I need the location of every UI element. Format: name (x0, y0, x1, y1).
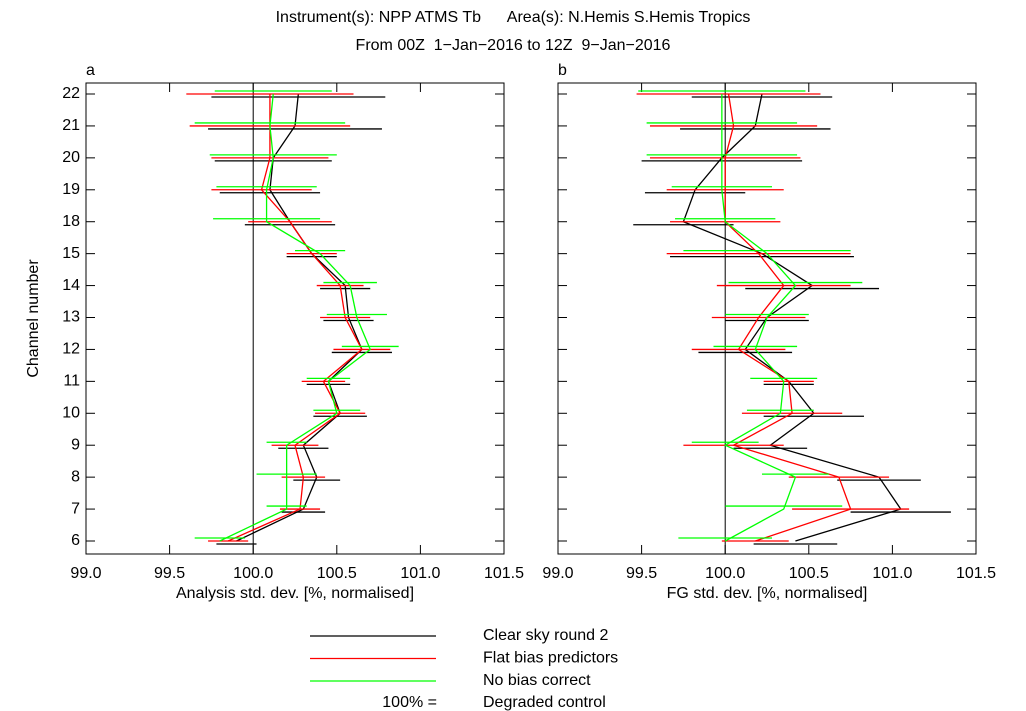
plot-frame (557, 82, 977, 555)
y-tick-label: 7 (71, 500, 80, 517)
panel-label: b (558, 62, 567, 79)
x-tick-label: 99.0 (70, 565, 101, 582)
y-tick-label: 21 (62, 117, 80, 134)
y-tick-label: 15 (62, 245, 80, 262)
x-tick-label: 99.5 (154, 565, 185, 582)
x-axis-label: Analysis std. dev. [%, normalised] (176, 585, 414, 602)
y-tick-label: 12 (62, 341, 80, 358)
y-tick-label: 11 (63, 373, 80, 390)
x-tick-label: 100.0 (705, 565, 745, 582)
x-tick-label: 101.0 (872, 565, 912, 582)
series-line (227, 94, 363, 542)
figure-title: Instrument(s): NPP ATMS Tb Area(s): N.He… (276, 9, 751, 26)
y-tick-label: 9 (71, 436, 80, 453)
legend-label: No bias correct (483, 672, 591, 689)
figure-subtitle: From 00Z 1−Jan−2016 to 12Z 9−Jan−2016 (356, 37, 671, 54)
y-tick-label: 10 (62, 405, 80, 422)
series-line (721, 94, 797, 542)
legend-label: Flat bias predictors (483, 650, 618, 667)
x-tick-label: 101.0 (400, 565, 440, 582)
plot-frame (85, 82, 505, 555)
x-axis-label: FG std. dev. [%, normalised] (667, 585, 868, 602)
legend-label: Clear sky round 2 (483, 627, 608, 644)
x-tick-label: 100.5 (317, 565, 357, 582)
x-tick-label: 101.5 (956, 565, 996, 582)
x-tick-label: 100.5 (789, 565, 829, 582)
x-tick-label: 100.0 (233, 565, 273, 582)
y-tick-label: 6 (71, 532, 80, 549)
y-axis-label: Channel number (25, 259, 42, 378)
y-tick-label: 8 (71, 468, 80, 485)
x-tick-label: 99.5 (626, 565, 657, 582)
x-tick-label: 99.0 (542, 565, 573, 582)
series-line (724, 93, 852, 542)
y-tick-label: 18 (62, 213, 80, 230)
panel-label: a (86, 62, 95, 79)
y-tick-label: 19 (62, 181, 80, 198)
series-line (219, 93, 372, 542)
y-tick-label: 13 (62, 309, 80, 326)
y-tick-label: 22 (62, 85, 80, 102)
y-tick-label: 20 (62, 149, 80, 166)
legend-reference-name: Degraded control (483, 694, 606, 711)
x-tick-label: 101.5 (484, 565, 524, 582)
y-tick-label: 14 (62, 277, 80, 294)
legend-reference-label: 100% = (382, 694, 437, 711)
